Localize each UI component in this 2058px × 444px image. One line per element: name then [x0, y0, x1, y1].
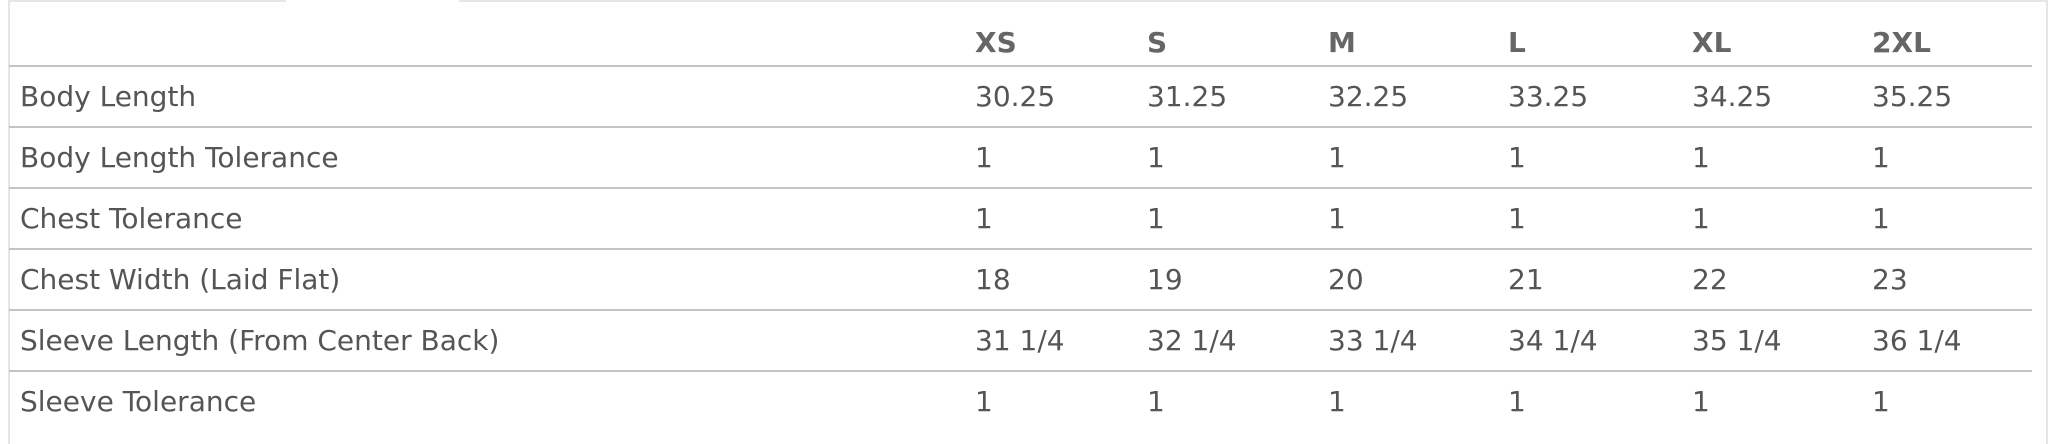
- row-label: Body Length: [20, 80, 197, 113]
- cell-value: 1: [1872, 202, 1890, 235]
- cell-value: 34.25: [1692, 80, 1773, 113]
- cell-value: 1: [1508, 141, 1526, 174]
- table-row: Body Length Tolerance 1 1 1 1 1 1: [9, 127, 2032, 188]
- cell-value: 1: [975, 202, 993, 235]
- cell-value: 33.25: [1508, 80, 1589, 113]
- cell-value: 1: [1692, 141, 1710, 174]
- header-size-s: S: [1147, 26, 1168, 59]
- header-size-m: M: [1328, 26, 1356, 59]
- row-label: Chest Tolerance: [20, 202, 243, 235]
- cell-value: 1: [1147, 141, 1165, 174]
- cell-value: 19: [1147, 263, 1183, 296]
- header-size-l: L: [1508, 26, 1526, 59]
- header-label: [9, 0, 972, 66]
- cell-value: 30.25: [975, 80, 1056, 113]
- cell-value: 21: [1508, 263, 1544, 296]
- cell-value: 33 1/4: [1328, 324, 1418, 357]
- cell-value: 35.25: [1872, 80, 1953, 113]
- cell-value: 32 1/4: [1147, 324, 1237, 357]
- row-label: Sleeve Length (From Center Back): [20, 324, 500, 357]
- cell-value: 34 1/4: [1508, 324, 1598, 357]
- cell-value: 1: [1328, 385, 1346, 418]
- cell-value: 36 1/4: [1872, 324, 1962, 357]
- cell-value: 1: [1508, 385, 1526, 418]
- table-row: Sleeve Length (From Center Back) 31 1/4 32…: [9, 310, 2032, 371]
- active-tab-gap: [286, 0, 459, 3]
- cell-value: 1: [1872, 141, 1890, 174]
- size-chart-table: XS S M L XL 2XL Body Length 30.25 31.25 32.…: [9, 0, 2032, 431]
- header-size-2xl: 2XL: [1872, 26, 1931, 59]
- cell-value: 1: [1508, 202, 1526, 235]
- cell-value: 1: [1328, 202, 1346, 235]
- cell-value: 1: [1692, 202, 1710, 235]
- cell-value: 1: [1692, 385, 1710, 418]
- cell-value: 23: [1872, 263, 1908, 296]
- cell-value: 1: [975, 141, 993, 174]
- cell-value: 1: [1872, 385, 1890, 418]
- table-row: Body Length 30.25 31.25 32.25 33.25 34.25 35.2…: [9, 66, 2032, 127]
- table-row: Chest Width (Laid Flat) 18 19 20 21 22 23: [9, 249, 2032, 310]
- row-label: Body Length Tolerance: [20, 141, 339, 174]
- cell-value: 1: [1147, 385, 1165, 418]
- cell-value: 32.25: [1328, 80, 1409, 113]
- cell-value: 1: [1328, 141, 1346, 174]
- row-label: Sleeve Tolerance: [20, 385, 257, 418]
- cell-value: 31.25: [1147, 80, 1228, 113]
- header-size-xs: XS: [975, 26, 1017, 59]
- cell-value: 31 1/4: [975, 324, 1065, 357]
- cell-value: 35 1/4: [1692, 324, 1782, 357]
- table-row: Sleeve Tolerance 1 1 1 1 1 1: [9, 371, 2032, 431]
- header-size-xl: XL: [1692, 26, 1732, 59]
- cell-value: 22: [1692, 263, 1728, 296]
- size-chart-panel: [8, 0, 2048, 444]
- cell-value: 1: [975, 385, 993, 418]
- cell-value: 18: [975, 263, 1011, 296]
- cell-value: 20: [1328, 263, 1364, 296]
- header-row: XS S M L XL 2XL: [9, 0, 2032, 66]
- row-label: Chest Width (Laid Flat): [20, 263, 341, 296]
- cell-value: 1: [1147, 202, 1165, 235]
- table-row: Chest Tolerance 1 1 1 1 1 1: [9, 188, 2032, 249]
